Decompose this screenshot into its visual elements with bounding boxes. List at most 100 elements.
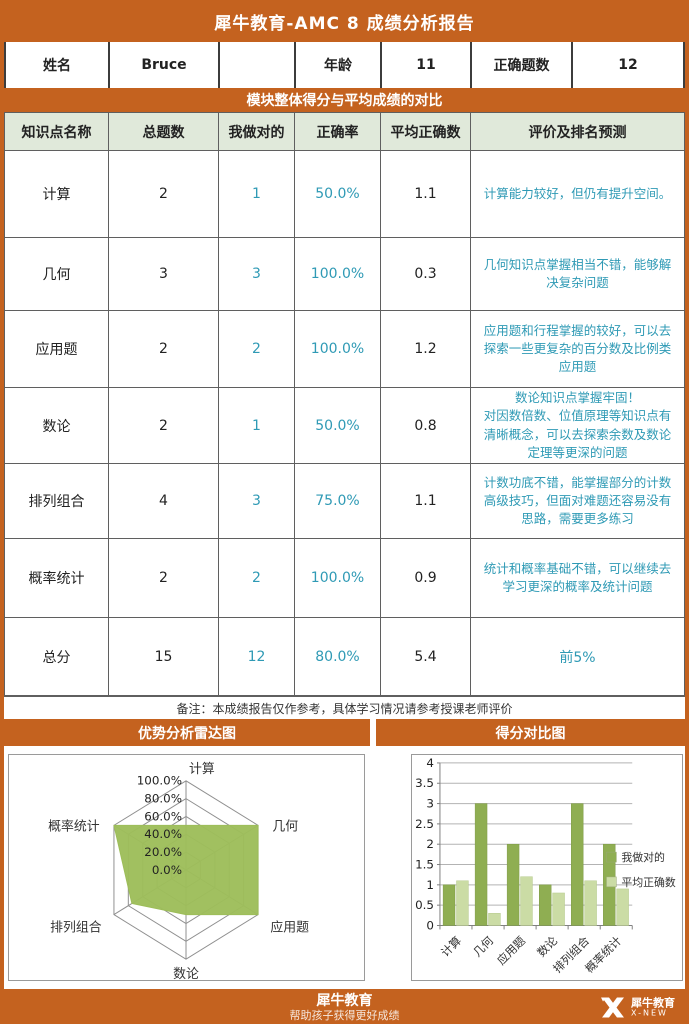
table-cell-total: 2 (109, 539, 219, 618)
bar-平均正确数 (584, 880, 597, 926)
legend-swatch (606, 851, 617, 863)
bar-我做对的 (571, 803, 584, 926)
table-cell-mine: 12 (219, 618, 295, 696)
table-cell-comment: 几何知识点掌握相当不错，能够解决复杂问题 (471, 238, 684, 311)
bar-xtick-label: 几何 (470, 934, 496, 960)
footer-slogan: 帮助孩子获得更好成绩 (289, 1009, 400, 1023)
table-cell-name: 计算 (5, 151, 109, 238)
table-cell-avg: 0.8 (381, 388, 471, 464)
table-cell-comment: 应用题和行程掌握的较好，可以去探索一些更复杂的百分数及比例类应用题 (471, 311, 684, 388)
logo-brand-en: X-NEW (631, 1008, 668, 1018)
bar-平均正确数 (520, 876, 533, 926)
table-cell-avg: 0.3 (381, 238, 471, 311)
table-cell-rate: 75.0% (295, 464, 381, 539)
radar-category-label: 排列组合 (50, 920, 102, 935)
table-cell-name: 总分 (5, 618, 109, 696)
radar-category-label: 计算 (189, 762, 215, 777)
charts-area: 100.0% 80.0% 60.0% 40.0% 20.0% 0.0% 计算 几何 应用题 数论排… (4, 746, 685, 989)
table-cell-total: 3 (109, 238, 219, 311)
radar-chart-title: 优势分析雷达图 (4, 719, 370, 746)
table-cell-comment: 计数功底不错，能掌握部分的计数高级技巧，但面对难题还容易没有思路，需要更多练习 (471, 464, 684, 539)
info-cell-0: 姓名 (6, 42, 110, 88)
table-cell-total: 2 (109, 311, 219, 388)
bar-ytick-label: 1 (426, 878, 434, 892)
info-cell-6: 12 (618, 57, 638, 73)
bar-平均正确数 (616, 888, 629, 926)
bar-xtick-label: 应用题 (494, 934, 528, 968)
bar-ytick-label: 0 (426, 918, 434, 932)
table-cell-avg: 1.1 (381, 151, 471, 238)
section-banner: 模块整体得分与平均成绩的对比 (246, 93, 443, 109)
table-cell-total: 15 (109, 618, 219, 696)
bar-ytick-label: 2 (426, 837, 434, 851)
legend-swatch (606, 876, 617, 888)
bar-ytick-label: 2.5 (415, 817, 434, 831)
radar-tick-label: 20.0% (144, 845, 182, 859)
info-cell-2 (220, 42, 296, 88)
bar-我做对的 (474, 803, 488, 926)
radar-category-label: 几何 (272, 818, 298, 834)
score-table: 知识点名称 总题数 我做对的 正确率 平均正确数 评价及排名预测 计算 2 1 50.0% 1.1 计… (4, 112, 685, 697)
bar-ytick-label: 3 (426, 797, 434, 811)
radar-tick-label: 60.0% (144, 809, 182, 823)
table-cell-rate: 50.0% (295, 151, 381, 238)
table-cell-rate: 100.0% (295, 238, 381, 311)
info-cell-3: 年龄 (296, 42, 382, 88)
table-cell-name: 排列组合 (5, 464, 109, 539)
logo-text: 犀牛教育 X-NEW (631, 996, 675, 1018)
info-cell-1: Bruce (110, 42, 220, 88)
bar-ytick-label: 0.5 (415, 898, 434, 912)
column-header: 我做对的 (219, 113, 295, 151)
table-cell-name: 数论 (5, 388, 109, 464)
table-cell-name: 概率统计 (5, 539, 109, 618)
brand-logo: 犀牛教育 X-NEW (601, 996, 675, 1018)
table-note: 备注：本成绩报告仅作参考，具体学习情况请参考授课老师评价 (4, 697, 685, 719)
bar-平均正确数 (456, 880, 469, 926)
bar-ytick-label: 4 (426, 756, 434, 770)
radar-category-label: 应用题 (270, 919, 309, 935)
column-header: 平均正确数 (381, 113, 471, 151)
page-title: 犀牛教育-AMC 8 成绩分析报告 (214, 13, 475, 34)
bar-ytick-label: 3.5 (415, 776, 434, 790)
table-cell-avg: 0.9 (381, 539, 471, 618)
table-cell-avg: 1.2 (381, 311, 471, 388)
table-cell-rate: 80.0% (295, 618, 381, 696)
table-cell-mine: 1 (219, 151, 295, 238)
table-cell-name: 应用题 (5, 311, 109, 388)
radar-tick-label: 80.0% (144, 792, 182, 806)
table-cell-comment: 前5% (471, 618, 684, 696)
bar-ytick-label: 1.5 (415, 857, 434, 871)
x-new-logo-icon (601, 997, 624, 1018)
table-cell-total: 4 (109, 464, 219, 539)
bar-chart-title: 得分对比图 (376, 719, 685, 746)
column-header: 正确率 (295, 113, 381, 151)
radar-chart-panel: 100.0% 80.0% 60.0% 40.0% 20.0% 0.0% 计算 几何 应用题 数论 排… (8, 754, 365, 981)
radar-tick-label: 100.0% (137, 774, 182, 788)
logo-brand-cn: 犀牛教育 (631, 996, 675, 1010)
table-cell-mine: 2 (219, 311, 295, 388)
table-cell-total: 2 (109, 388, 219, 464)
table-cell-avg: 5.4 (381, 618, 471, 696)
legend-label: 平均正确数 (621, 876, 676, 889)
table-cell-comment: 计算能力较好，但仍有提升空间。 (471, 151, 684, 238)
radar-category-label: 概率统计 (48, 818, 100, 834)
charts-header: 优势分析雷达图 得分对比图 (4, 719, 685, 746)
bar-平均正确数 (488, 913, 501, 926)
table-cell-mine: 2 (219, 539, 295, 618)
bar-我做对的 (539, 884, 552, 926)
bar-xtick-label: 计算 (438, 934, 464, 960)
table-cell-mine: 3 (219, 238, 295, 311)
info-cell-5: 正确题数 (472, 42, 573, 88)
column-header: 总题数 (109, 113, 219, 151)
column-header: 评价及排名预测 (471, 113, 684, 151)
radar-data-polygon (113, 824, 259, 916)
student-info-row: 姓名 Bruce 年龄 11 正确题数 12 (4, 42, 685, 88)
table-cell-rate: 50.0% (295, 388, 381, 464)
bar-我做对的 (506, 843, 520, 926)
bar-平均正确数 (552, 892, 565, 926)
table-cell-comment: 统计和概率基础不错，可以继续去学习更深的概率及统计问题 (471, 539, 684, 618)
report-title-bar: 犀牛教育-AMC 8 成绩分析报告 (0, 0, 689, 42)
table-cell-rate: 100.0% (295, 539, 381, 618)
